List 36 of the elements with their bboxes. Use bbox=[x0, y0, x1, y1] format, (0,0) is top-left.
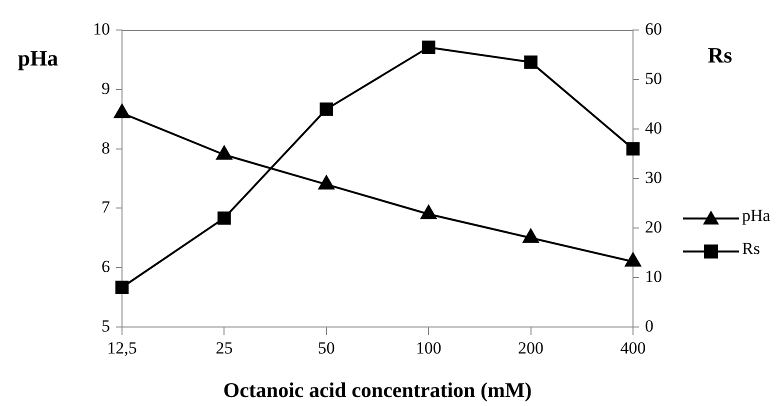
y-tick-label: 5 bbox=[102, 316, 110, 336]
legend-label: pHa bbox=[742, 206, 771, 225]
y2-tick-label: 40 bbox=[645, 118, 662, 138]
x-tick-label: 400 bbox=[620, 338, 646, 358]
point bbox=[420, 205, 437, 220]
x-tick-label: 200 bbox=[518, 338, 544, 358]
point bbox=[318, 175, 334, 190]
x-tick-label: 12,5 bbox=[107, 338, 137, 358]
point bbox=[114, 104, 130, 118]
y2-tick-label: 60 bbox=[645, 19, 662, 38]
legend-label: Rs bbox=[742, 238, 760, 258]
x-tick-label: 50 bbox=[318, 338, 335, 358]
y-tick-label: 8 bbox=[102, 138, 110, 158]
y2-tick-label: 0 bbox=[645, 316, 654, 336]
y-tick-label: 10 bbox=[93, 19, 110, 38]
x-tick-label: 100 bbox=[416, 338, 442, 358]
y2-axis-title: Rs bbox=[708, 42, 733, 68]
point bbox=[522, 228, 539, 243]
point bbox=[115, 280, 129, 294]
y2-tick-label: 20 bbox=[645, 217, 662, 236]
y2-tick-label: 10 bbox=[645, 266, 662, 286]
point bbox=[625, 252, 641, 267]
point bbox=[216, 146, 232, 160]
point bbox=[626, 142, 640, 156]
x-tick-label: 25 bbox=[216, 338, 233, 358]
y-tick-label: 9 bbox=[102, 78, 110, 98]
point bbox=[218, 211, 231, 225]
point bbox=[422, 40, 436, 54]
point bbox=[320, 102, 334, 116]
y-axis-title: pHa bbox=[18, 46, 58, 71]
y-tick-label: 6 bbox=[102, 257, 110, 276]
y-tick-label: 7 bbox=[102, 198, 110, 217]
y2-tick-label: 50 bbox=[645, 68, 662, 88]
y2-tick-label: 30 bbox=[645, 168, 662, 187]
x-axis-title: Octanoic acid concentration (mM) bbox=[223, 378, 532, 402]
point bbox=[524, 56, 538, 69]
